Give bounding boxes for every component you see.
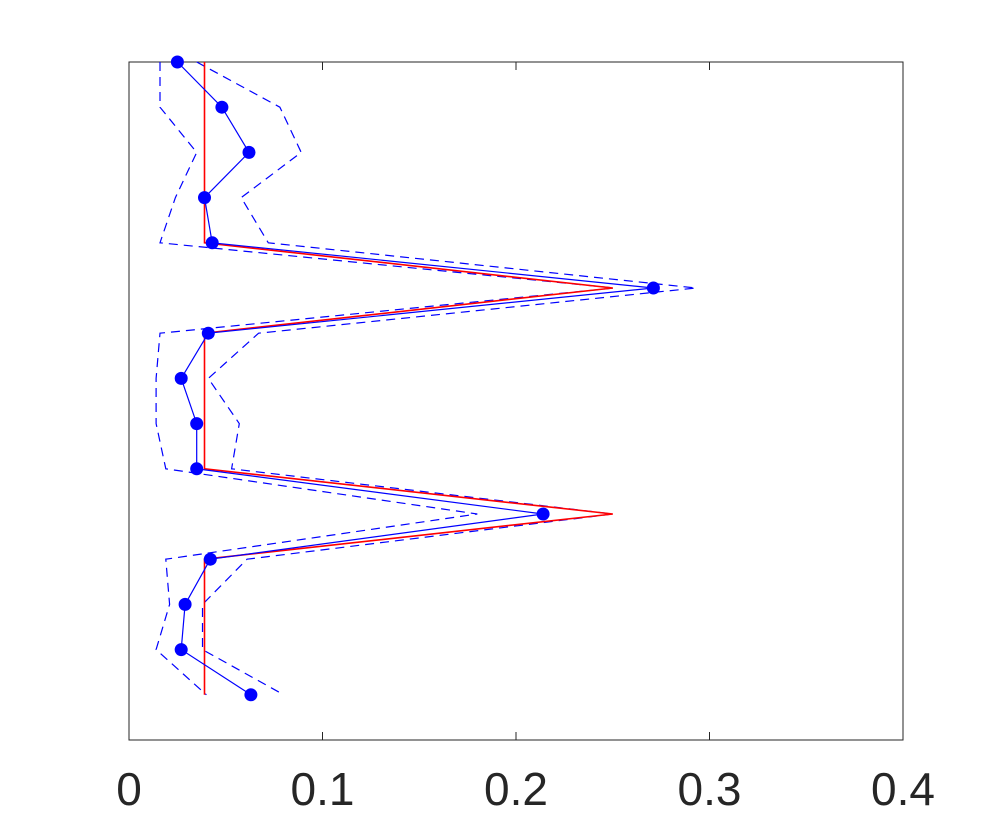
series-2-line — [196, 61, 697, 696]
series-1-line — [155, 62, 615, 696]
data-point — [190, 417, 204, 431]
x-tick-label: 0.1 — [291, 763, 355, 815]
data-point — [201, 326, 215, 340]
x-tick-label: 0.2 — [484, 763, 548, 815]
data-point — [170, 55, 184, 69]
series-3-line — [203, 62, 613, 695]
data-point — [198, 191, 211, 205]
data-point — [536, 507, 550, 521]
data-point — [242, 145, 256, 159]
data-point — [205, 236, 219, 250]
data-point — [215, 100, 229, 114]
x-axis-ticks: 0 0.1 0.2 0.3 0.4 — [116, 62, 935, 815]
data-point — [178, 597, 192, 611]
x-tick-label: 0 — [116, 763, 142, 815]
data-point — [646, 281, 660, 295]
x-tick-label: 0.4 — [871, 763, 935, 815]
data-point — [203, 552, 217, 566]
series-layer — [155, 55, 697, 702]
data-point — [190, 462, 204, 476]
plot-area — [128, 61, 904, 741]
data-point — [174, 643, 188, 657]
x-tick-label: 0.3 — [678, 763, 742, 815]
data-point — [244, 688, 258, 702]
data-point — [174, 371, 188, 385]
